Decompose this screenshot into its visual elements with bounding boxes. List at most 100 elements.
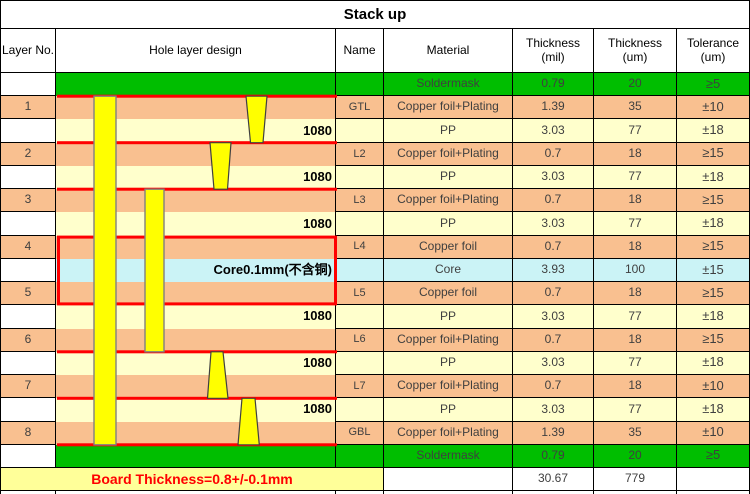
hole-design-cell: 1080 [56,398,336,422]
stackup-row: 1080 PP 3.03 77 ±18 [1,305,750,329]
thickness-um-cell: 77 [594,305,677,329]
thickness-mil-cell: 3.03 [513,351,594,376]
tolerance-cell: ±18 [677,165,750,190]
header-tolerance-um: Tolerance (um) [677,29,750,73]
thickness-mil-cell: 0.7 [513,282,594,306]
thickness-mil-cell: 0.7 [513,375,594,399]
material-cell: PP [384,212,513,236]
thickness-um-cell: 18 [594,142,677,166]
thickness-mil-cell: 3.03 [513,398,594,422]
thickness-um-cell: 77 [594,165,677,190]
layer-no-cell [1,258,56,283]
thickness-um-cell: 20 [594,444,677,468]
stackup-row: 1080 PP 3.03 77 ±18 [1,165,750,190]
name-cell [336,444,384,468]
name-cell [336,119,384,143]
layer-no-cell [1,305,56,329]
thickness-mil-cell: 1.39 [513,96,594,120]
layer-no-cell [1,119,56,143]
material-cell: Copper foil+Plating [384,375,513,399]
thickness-um-cell: 77 [594,398,677,422]
thickness-um-cell: 18 [594,375,677,399]
layer-no-cell [1,212,56,236]
tolerance-cell: ≥15 [677,235,750,259]
stackup-row: 6 L6 Copper foil+Plating 0.7 18 ≥15 [1,328,750,352]
hole-design-cell [56,328,336,352]
name-cell [336,305,384,329]
name-cell: L4 [336,235,384,259]
thickness-mil-cell: 3.93 [513,258,594,283]
stackup-row: 7 L7 Copper foil+Plating 0.7 18 ±10 [1,375,750,399]
stackup-row: 3 L3 Copper foil+Plating 0.7 18 ≥15 [1,189,750,213]
hole-design-cell [56,96,336,120]
header-thickness-mil: Thickness (mil) [513,29,594,73]
layer-no-cell: 2 [1,142,56,166]
hole-design-cell: 1080 [56,351,336,376]
name-cell: L2 [336,142,384,166]
layer-no-cell [1,351,56,376]
tolerance-cell: ≥15 [677,328,750,352]
header-layer-no: Layer No. [1,29,56,73]
material-cell: Copper foil [384,235,513,259]
stackup-row: Core0.1mm(不含铜) Core 3.93 100 ±15 [1,258,750,283]
stackup-row: 4 L4 Copper foil 0.7 18 ≥15 [1,235,750,259]
tolerance-cell: ≥15 [677,189,750,213]
tolerance-cell: ±10 [677,96,750,120]
material-cell: PP [384,351,513,376]
tolerance-cell: ≥15 [677,282,750,306]
thickness-um-cell: 18 [594,235,677,259]
name-cell: L6 [336,328,384,352]
layer-no-cell: 4 [1,235,56,259]
thickness-mil-cell: 0.7 [513,235,594,259]
material-cell: PP [384,165,513,190]
hole-design-cell [56,421,336,445]
footer-total-um: 779 [594,467,677,491]
layer-no-cell: 8 [1,421,56,445]
stackup-row: 1080 PP 3.03 77 ±18 [1,212,750,236]
material-cell: PP [384,398,513,422]
name-cell [336,398,384,422]
thickness-um-cell: 100 [594,258,677,283]
tolerance-cell: ±18 [677,398,750,422]
layer-no-cell [1,73,56,97]
material-cell: Copper foil+Plating [384,189,513,213]
layer-no-cell: 7 [1,375,56,399]
hole-design-cell: 1080 [56,165,336,190]
tolerance-cell: ±18 [677,305,750,329]
name-cell [336,351,384,376]
hole-design-cell [56,375,336,399]
hole-design-cell [56,73,336,97]
tolerance-cell: ±18 [677,351,750,376]
hole-design-cell: Core0.1mm(不含铜) [56,258,336,283]
thickness-um-cell: 35 [594,96,677,120]
thickness-um-cell: 18 [594,328,677,352]
material-cell: Copper foil+Plating [384,96,513,120]
thickness-um-cell: 77 [594,119,677,143]
hole-design-cell [56,235,336,259]
thickness-mil-cell: 0.7 [513,142,594,166]
thickness-um-cell: 20 [594,73,677,97]
hole-design-cell [56,444,336,468]
tolerance-cell: ±10 [677,421,750,445]
stackup-row: 2 L2 Copper foil+Plating 0.7 18 ≥15 [1,142,750,166]
hole-design-cell [56,142,336,166]
thickness-um-cell: 18 [594,282,677,306]
material-cell: PP [384,305,513,329]
layer-no-cell: 3 [1,189,56,213]
tolerance-cell: ≥15 [677,142,750,166]
thickness-um-cell: 18 [594,189,677,213]
header-name: Name [336,29,384,73]
thickness-um-cell: 77 [594,212,677,236]
stackup-row: Soldermask 0.79 20 ≥5 [1,444,750,468]
hole-design-cell [56,282,336,306]
name-cell [336,165,384,190]
name-cell: GBL [336,421,384,445]
stackup-row: 8 GBL Copper foil+Plating 1.39 35 ±10 [1,421,750,445]
material-cell: Core [384,258,513,283]
name-cell [336,73,384,97]
layer-no-cell [1,444,56,468]
thickness-mil-cell: 0.7 [513,328,594,352]
layer-no-cell: 5 [1,282,56,306]
thickness-mil-cell: 0.7 [513,189,594,213]
table-title: Stack up [1,1,750,29]
